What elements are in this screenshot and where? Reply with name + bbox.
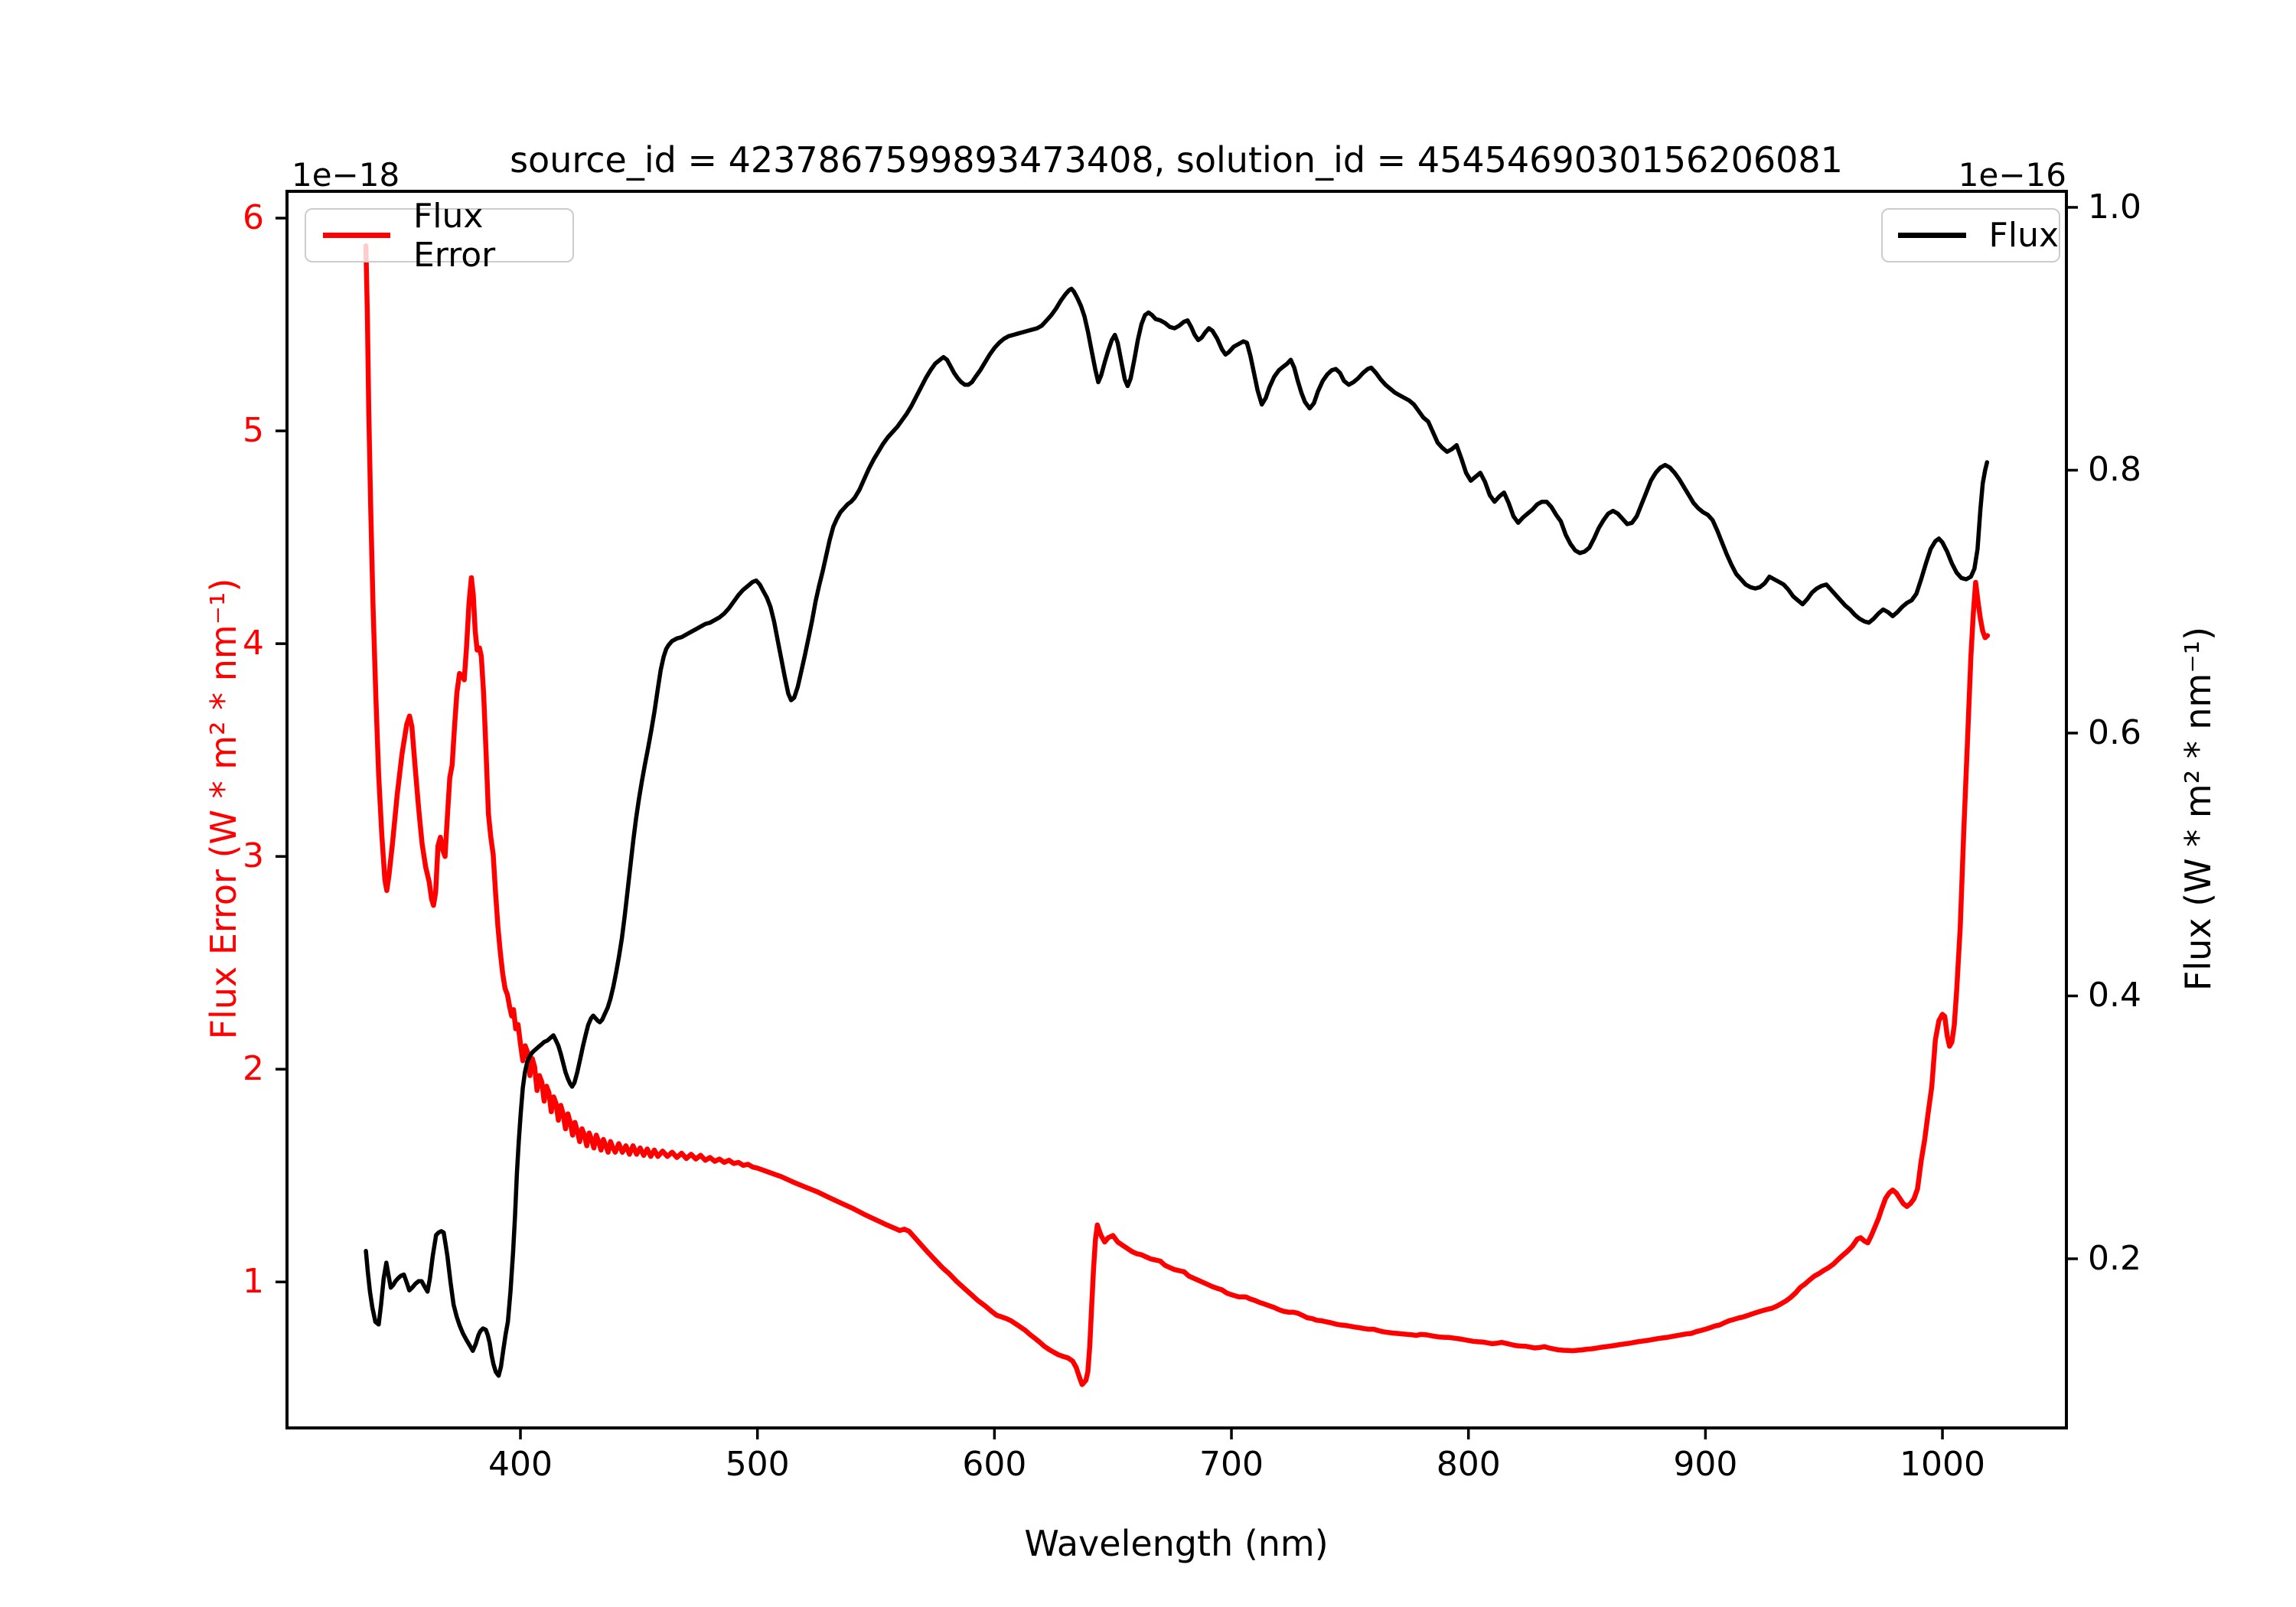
y-axis-label-right: Flux (W * m² * nm⁻¹) [2177,626,2219,992]
legend-flux: Flux [1881,208,2060,262]
y-left-tick-label: 4 [243,624,264,663]
legend-flux-error-label: Flux Error [413,196,496,275]
flux-line-swatch-icon [1898,233,1966,238]
series-lines [363,243,1991,1387]
x-tick-label: 800 [1436,1445,1501,1484]
chart-title: source_id = 4237867599893473408, solutio… [510,139,1843,181]
y-right-tick-label: 0.6 [2088,712,2141,752]
y-left-offset-text: 1e−18 [292,156,400,194]
y-left-tick-label: 2 [243,1049,264,1089]
x-tick-label: 700 [1199,1445,1264,1484]
y-right-tick-label: 0.8 [2088,450,2141,490]
series-line-flux [364,286,1990,1378]
x-axis-label: Wavelength (nm) [1024,1523,1329,1564]
legend-flux-error: Flux Error [305,197,574,275]
y-right-tick-label: 0.2 [2088,1238,2141,1278]
y-left-tick-label: 3 [243,836,264,876]
series-line-flux-error [363,243,1991,1387]
tick-marks [276,206,2078,1439]
axes-spine [285,190,2068,1429]
y-left-tick-label: 5 [243,411,264,451]
flux-error-line-swatch-icon [323,233,390,238]
y-left-tick-label: 1 [243,1262,264,1302]
y-right-tick-label: 1.0 [2088,187,2141,227]
y-left-tick-label: 6 [243,198,264,238]
x-tick-label: 1000 [1900,1445,1986,1484]
legend-flux-label: Flux [1988,216,2059,255]
y-right-tick-label: 0.4 [2088,976,2141,1015]
x-tick-label: 900 [1673,1445,1738,1484]
y-right-offset-text: 1e−16 [1958,156,2066,194]
x-tick-label: 400 [488,1445,553,1484]
x-tick-label: 600 [962,1445,1027,1484]
x-tick-label: 500 [725,1445,790,1484]
